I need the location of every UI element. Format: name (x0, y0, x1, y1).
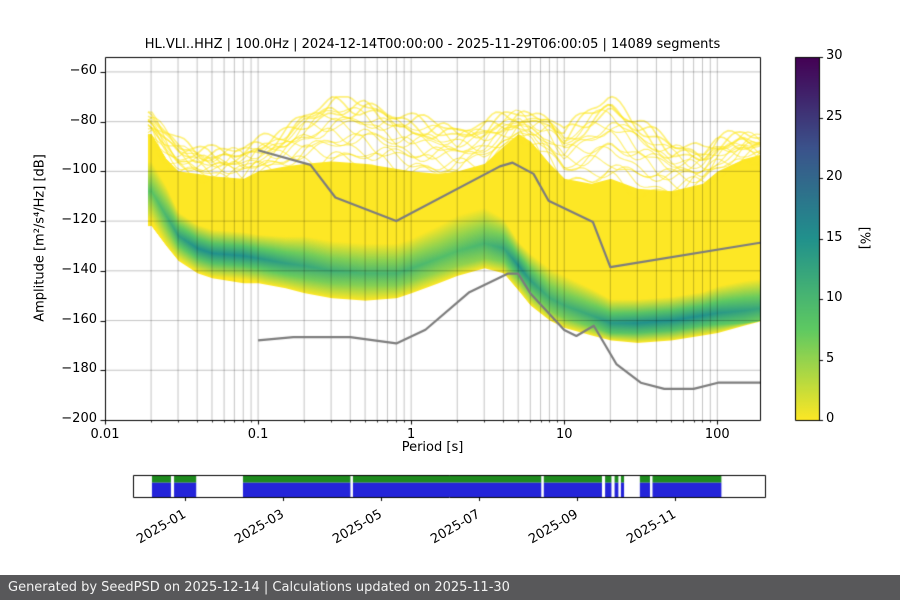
colorbar-unit-label: [%] (856, 226, 872, 250)
colorbar-tick-label: 5 (826, 350, 835, 366)
y-tick-label: −200 (61, 411, 97, 426)
y-tick-label: −60 (69, 62, 97, 78)
x-tick-label: 100 (704, 427, 730, 442)
y-axis-label: Amplitude [m²/s⁴/Hz] [dB] (32, 154, 48, 322)
y-tick-label: −160 (61, 311, 97, 327)
x-tick-label: 10 (555, 427, 573, 442)
y-tick-label: −140 (61, 261, 97, 277)
y-tick-label: −100 (61, 162, 97, 178)
colorbar-tick-label: 0 (826, 411, 835, 426)
x-tick-label: 1 (407, 427, 416, 442)
colorbar-tick-label: 30 (826, 48, 843, 63)
colorbar-tick-label: 10 (826, 290, 843, 305)
y-tick-label: −180 (61, 361, 97, 377)
footer-bar: Generated by SeedPSD on 2025-12-14 | Cal… (0, 575, 900, 600)
colorbar-tick-label: 20 (826, 169, 843, 184)
y-tick-label: −120 (61, 212, 97, 228)
y-tick-label: −80 (69, 112, 97, 128)
figure-title: HL.VLI..HHZ | 100.0Hz | 2024-12-14T00:00… (144, 37, 721, 52)
x-axis-label: Period [s] (401, 440, 464, 455)
x-tick-label: 0.01 (90, 427, 120, 442)
x-tick-label: 0.1 (247, 427, 269, 442)
colorbar-tick-label: 25 (826, 108, 843, 124)
colorbar-tick-label: 15 (826, 229, 843, 245)
